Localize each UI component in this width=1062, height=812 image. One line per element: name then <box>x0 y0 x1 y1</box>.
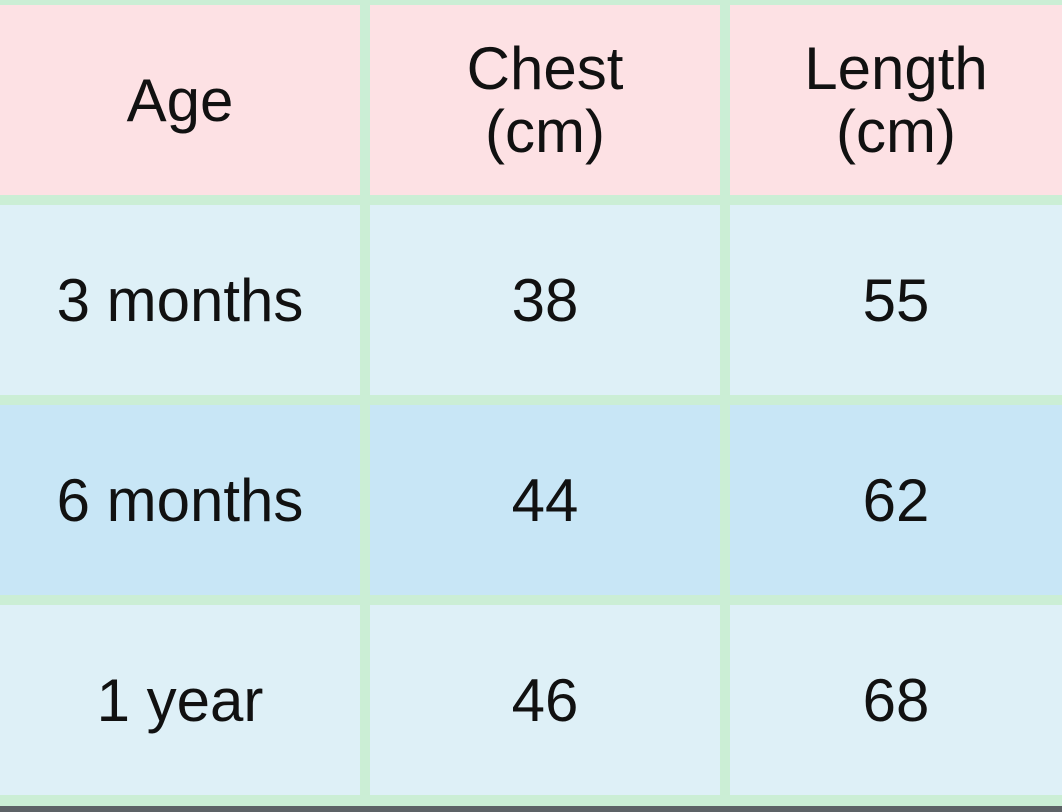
header-length: Length (cm) <box>730 5 1062 195</box>
bottom-edge <box>0 806 1062 812</box>
cell-age: 6 months <box>0 405 360 595</box>
measurements-table: Age Chest (cm) Length (cm) 3 months 38 5… <box>0 5 1062 795</box>
cell-length: 55 <box>730 205 1062 395</box>
cell-length: 62 <box>730 405 1062 595</box>
header-chest: Chest (cm) <box>370 5 720 195</box>
cell-length: 68 <box>730 605 1062 795</box>
cell-age: 3 months <box>0 205 360 395</box>
header-age: Age <box>0 5 360 195</box>
cell-age: 1 year <box>0 605 360 795</box>
cell-chest: 46 <box>370 605 720 795</box>
cell-chest: 38 <box>370 205 720 395</box>
cell-chest: 44 <box>370 405 720 595</box>
